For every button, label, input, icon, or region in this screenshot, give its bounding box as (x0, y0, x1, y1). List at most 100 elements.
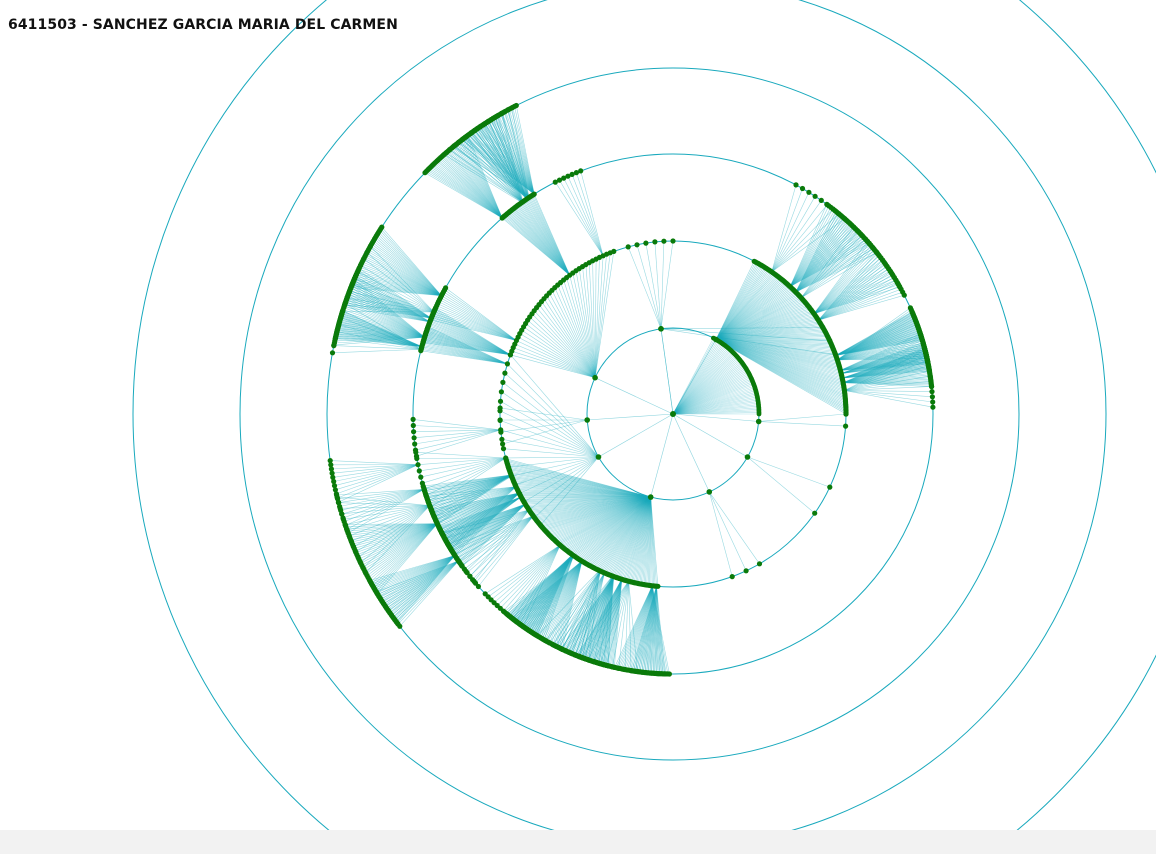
tree-node[interactable] (901, 292, 907, 298)
tree-node[interactable] (500, 446, 507, 452)
tree-node[interactable] (568, 650, 574, 656)
tree-node[interactable] (647, 494, 654, 500)
tree-node[interactable] (502, 370, 508, 376)
tree-node[interactable] (416, 468, 422, 474)
tree-node[interactable] (328, 466, 334, 472)
tree-node[interactable] (616, 665, 622, 671)
tree-node[interactable] (497, 417, 503, 423)
tree-nodes[interactable] (327, 102, 936, 677)
tree-node[interactable] (925, 363, 932, 369)
tree-node[interactable] (500, 441, 506, 447)
tree-node[interactable] (443, 285, 449, 291)
tree-node[interactable] (516, 490, 523, 497)
tree-node[interactable] (463, 568, 469, 574)
tree-node[interactable] (410, 416, 416, 422)
tree-node[interactable] (500, 379, 506, 385)
tree-node[interactable] (327, 458, 333, 464)
tree-node[interactable] (439, 530, 445, 536)
tree-node[interactable] (670, 238, 676, 244)
tree-node[interactable] (448, 547, 454, 553)
tree-node[interactable] (565, 173, 571, 179)
tree-node[interactable] (418, 474, 424, 480)
tree-node[interactable] (855, 228, 861, 234)
tree-node[interactable] (923, 353, 929, 359)
tree-node[interactable] (556, 177, 563, 183)
tree-node[interactable] (843, 411, 849, 417)
tree-node[interactable] (561, 175, 567, 181)
tree-node[interactable] (625, 244, 631, 250)
tree-node[interactable] (348, 538, 354, 544)
tree-node[interactable] (482, 591, 488, 597)
tree-node[interactable] (596, 660, 602, 666)
tree-node[interactable] (497, 405, 503, 411)
tree-node[interactable] (928, 383, 935, 389)
tree-node[interactable] (573, 170, 580, 176)
tree-node[interactable] (445, 541, 451, 548)
tree-node[interactable] (924, 358, 931, 364)
tree-node[interactable] (329, 470, 335, 476)
tree-node[interactable] (661, 238, 667, 244)
tree-node[interactable] (443, 150, 449, 156)
tree-node[interactable] (335, 499, 341, 505)
tree-node[interactable] (793, 182, 799, 188)
root-node[interactable] (670, 411, 676, 417)
radial-tree-diagram[interactable] (0, 0, 1156, 830)
tree-node[interactable] (577, 654, 583, 660)
tree-node[interactable] (652, 239, 658, 245)
tree-node[interactable] (531, 515, 538, 521)
tree-node[interactable] (930, 399, 936, 405)
tree-node[interactable] (498, 429, 504, 435)
tree-node[interactable] (330, 474, 336, 480)
tree-node[interactable] (755, 418, 762, 425)
tree-node[interactable] (513, 102, 519, 109)
tree-node[interactable] (471, 578, 477, 585)
tree-node[interactable] (452, 552, 458, 559)
tree-node[interactable] (926, 368, 933, 374)
tree-node[interactable] (353, 549, 359, 555)
tree-node[interactable] (339, 308, 346, 315)
tree-node[interactable] (512, 482, 518, 488)
tree-node[interactable] (333, 491, 339, 497)
tree-node[interactable] (328, 462, 334, 468)
tree-node[interactable] (922, 347, 928, 354)
tree-node[interactable] (859, 232, 865, 238)
tree-node[interactable] (729, 574, 735, 580)
tree-node[interactable] (360, 565, 366, 571)
tree-node[interactable] (843, 423, 849, 429)
tree-node[interactable] (412, 441, 418, 447)
tree-node[interactable] (929, 389, 935, 395)
tree-node[interactable] (643, 240, 649, 246)
tree-node[interactable] (350, 544, 356, 550)
tree-node[interactable] (928, 378, 934, 384)
tree-node[interactable] (706, 489, 713, 495)
tree-node[interactable] (344, 295, 350, 301)
tree-node[interactable] (592, 374, 598, 381)
tree-node[interactable] (611, 248, 617, 254)
tree-node[interactable] (569, 171, 575, 177)
tree-node[interactable] (331, 478, 337, 485)
tree-node[interactable] (332, 487, 338, 493)
tree-node[interactable] (531, 191, 537, 197)
tree-node[interactable] (497, 398, 504, 404)
tree-node[interactable] (421, 486, 427, 492)
tree-node[interactable] (338, 507, 344, 513)
tree-node[interactable] (346, 288, 353, 294)
tree-node[interactable] (504, 361, 510, 367)
tree-node[interactable] (423, 492, 429, 498)
tree-node[interactable] (442, 536, 448, 542)
tree-node[interactable] (595, 454, 602, 460)
tree-node[interactable] (415, 462, 421, 468)
tree-node[interactable] (526, 507, 532, 513)
tree-node[interactable] (812, 193, 818, 199)
tree-node[interactable] (744, 454, 751, 460)
tree-node[interactable] (498, 389, 504, 395)
tree-node[interactable] (459, 563, 465, 569)
tree-node[interactable] (425, 498, 431, 504)
tree-node[interactable] (467, 573, 473, 580)
tree-node[interactable] (412, 447, 419, 453)
tree-node[interactable] (455, 558, 462, 564)
tree-node[interactable] (342, 302, 348, 308)
tree-node[interactable] (927, 373, 933, 379)
tree-node[interactable] (329, 350, 336, 356)
tree-node[interactable] (929, 394, 936, 400)
